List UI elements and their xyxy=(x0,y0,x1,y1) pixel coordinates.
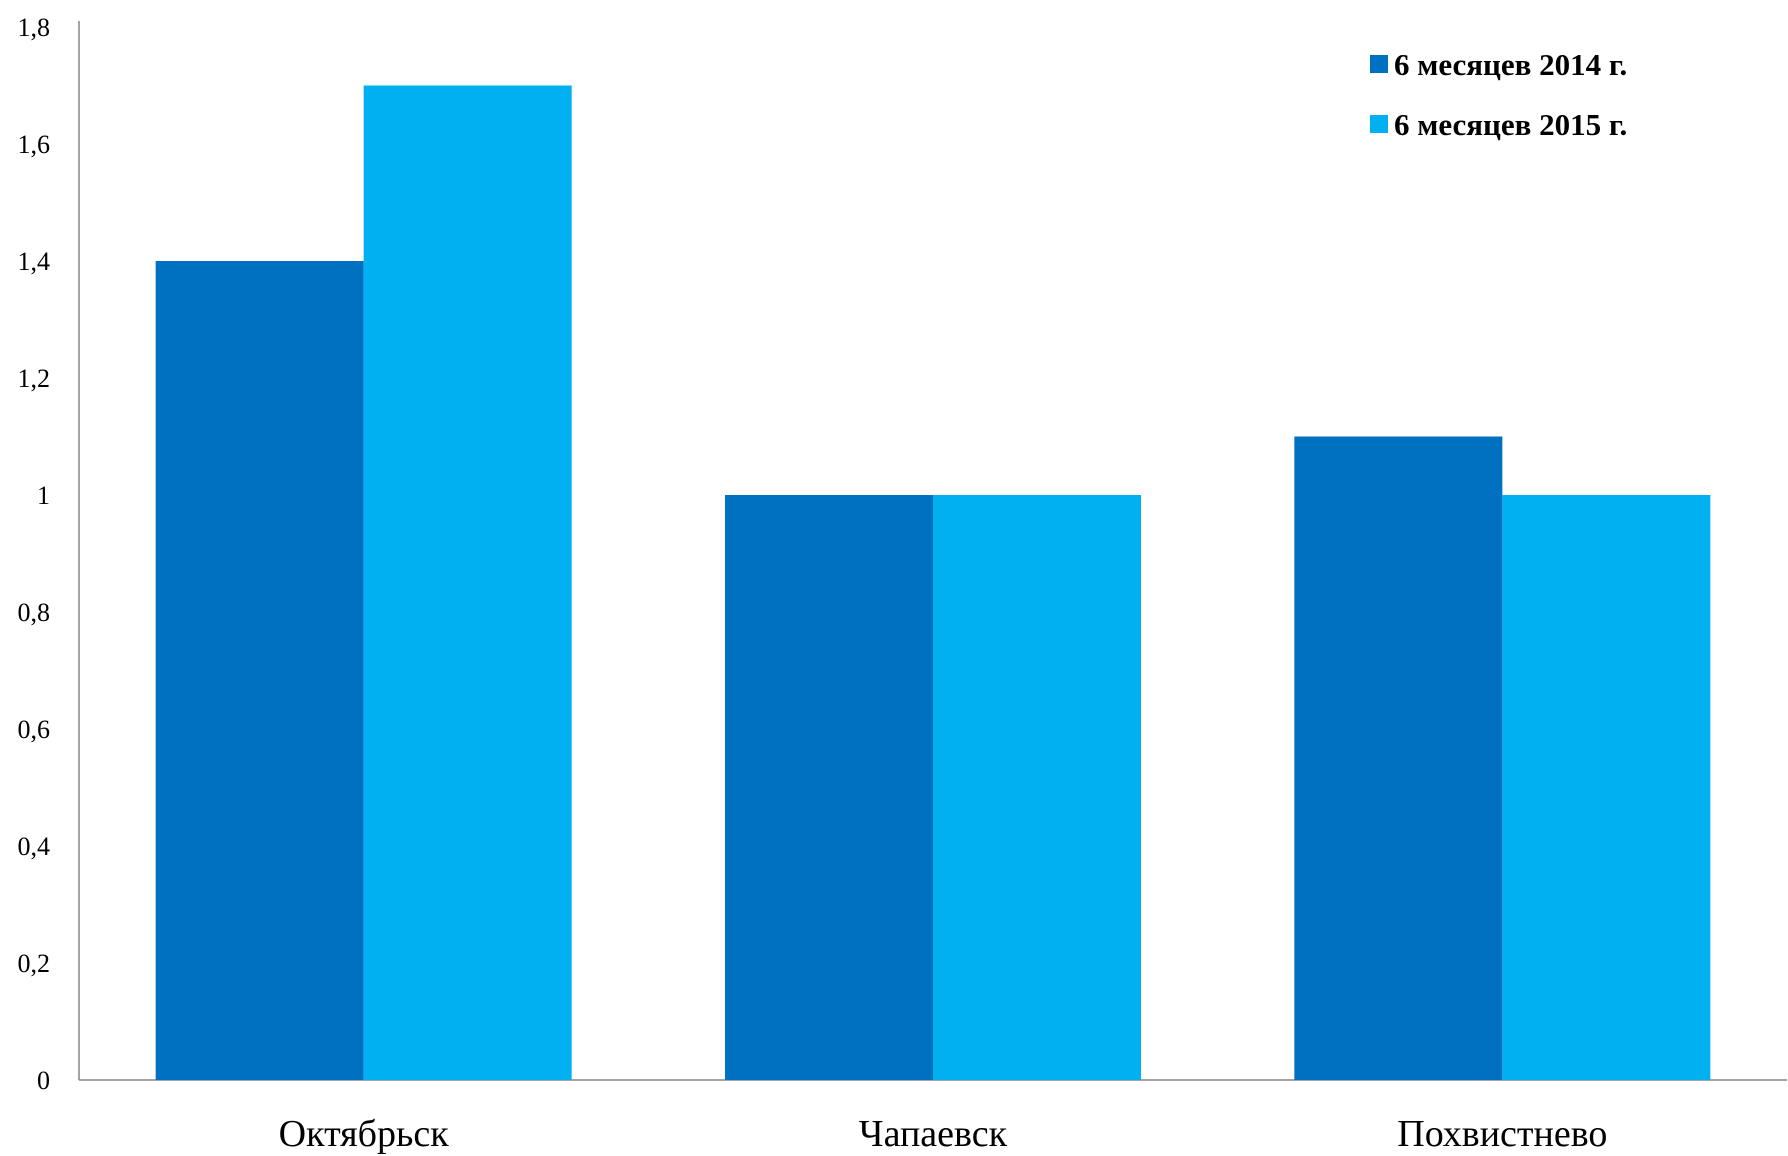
bar-series-1-0 xyxy=(363,85,572,1080)
y-tick-label: 1,8 xyxy=(18,13,51,42)
bar-series-1-2 xyxy=(1502,495,1711,1080)
legend-label: 6 месяцев 2015 г. xyxy=(1394,107,1627,142)
y-tick-label: 0,4 xyxy=(18,832,51,861)
y-axis: 0 0,2 0,4 0,6 0,8 1 1,2 1,4 1,6 1,8 xyxy=(18,13,80,1095)
x-axis: Октябрьск Чапаевск Похвистнево xyxy=(79,1079,1787,1155)
legend-swatch xyxy=(1370,55,1388,73)
x-tick-label: Чапаевск xyxy=(859,1113,1008,1155)
bar-series-0-0 xyxy=(155,261,364,1080)
legend-label: 6 месяцев 2014 г. xyxy=(1394,47,1627,82)
x-tick-label: Похвистнево xyxy=(1397,1113,1607,1155)
y-tick-label: 0,6 xyxy=(18,715,51,744)
y-tick-label: 0,2 xyxy=(18,949,51,978)
y-tick-label: 1,2 xyxy=(18,364,51,393)
y-tick-label: 0 xyxy=(37,1066,50,1095)
y-tick-label: 0,8 xyxy=(18,598,51,627)
bar-series-0-1 xyxy=(725,495,933,1080)
bar-series-1-1 xyxy=(933,495,1141,1080)
bars xyxy=(155,85,1711,1080)
x-tick-label: Октябрьск xyxy=(279,1113,450,1155)
y-tick-label: 1,6 xyxy=(18,130,51,159)
bar-series-0-2 xyxy=(1294,436,1503,1080)
y-tick-label: 1,4 xyxy=(18,247,51,276)
legend-swatch xyxy=(1370,115,1388,133)
legend: 6 месяцев 2014 г. 6 месяцев 2015 г. xyxy=(1370,47,1627,142)
y-tick-label: 1 xyxy=(37,481,50,510)
